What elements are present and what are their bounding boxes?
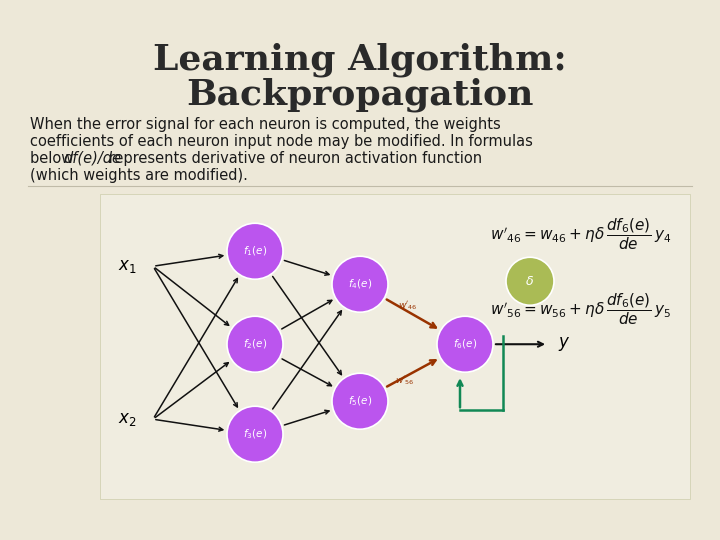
Text: $f_1(e)$: $f_1(e)$ bbox=[243, 245, 267, 258]
Text: $f_2(e)$: $f_2(e)$ bbox=[243, 338, 267, 351]
Text: $y$: $y$ bbox=[558, 335, 570, 353]
Text: $w'_{46} = w_{46} + \eta\delta\,\dfrac{df_6(e)}{de}\,y_4$: $w'_{46} = w_{46} + \eta\delta\,\dfrac{d… bbox=[490, 217, 671, 252]
Text: $\delta$: $\delta$ bbox=[526, 275, 534, 288]
Circle shape bbox=[332, 373, 388, 429]
Text: Backpropagation: Backpropagation bbox=[186, 77, 534, 112]
Circle shape bbox=[227, 223, 283, 279]
Text: When the error signal for each neuron is computed, the weights: When the error signal for each neuron is… bbox=[30, 117, 500, 132]
Text: below: below bbox=[30, 151, 78, 166]
Text: $w'_{56} = w_{56} + \eta\delta\,\dfrac{df_6(e)}{de}\,y_5$: $w'_{56} = w_{56} + \eta\delta\,\dfrac{d… bbox=[490, 292, 671, 327]
Text: $x_1$: $x_1$ bbox=[118, 257, 137, 275]
Circle shape bbox=[506, 257, 554, 305]
Text: Learning Algorithm:: Learning Algorithm: bbox=[153, 42, 567, 77]
Text: (which weights are modified).: (which weights are modified). bbox=[30, 168, 248, 183]
Text: df(e)/de: df(e)/de bbox=[63, 151, 122, 166]
Circle shape bbox=[437, 316, 493, 372]
Text: $f_5(e)$: $f_5(e)$ bbox=[348, 394, 372, 408]
Text: $w'_{46}$: $w'_{46}$ bbox=[397, 300, 418, 313]
Text: represents derivative of neuron activation function: represents derivative of neuron activati… bbox=[104, 151, 482, 166]
Circle shape bbox=[227, 316, 283, 372]
Circle shape bbox=[332, 256, 388, 312]
Text: $f_3(e)$: $f_3(e)$ bbox=[243, 428, 267, 441]
Text: $x_2$: $x_2$ bbox=[119, 410, 137, 428]
Text: $f_6(e)$: $f_6(e)$ bbox=[453, 338, 477, 351]
Circle shape bbox=[227, 406, 283, 462]
FancyBboxPatch shape bbox=[100, 194, 690, 499]
Text: coefficients of each neuron input node may be modified. In formulas: coefficients of each neuron input node m… bbox=[30, 134, 533, 148]
Text: $w'_{56}$: $w'_{56}$ bbox=[395, 374, 414, 387]
Text: $f_4(e)$: $f_4(e)$ bbox=[348, 278, 372, 291]
